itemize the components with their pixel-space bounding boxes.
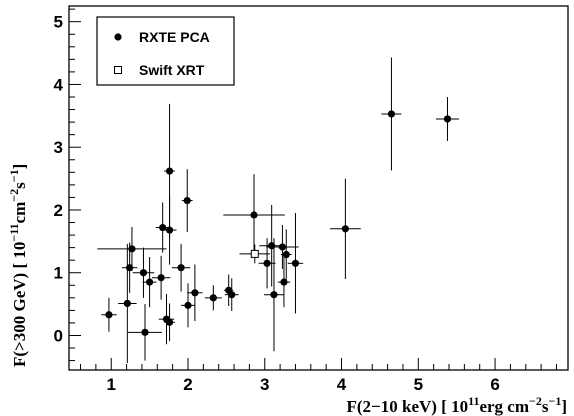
swift-xrt-point [239,244,271,264]
legend-marker-rxte [114,33,122,41]
x-tick-label: 2 [183,375,192,394]
y-tick-label: 5 [54,13,63,32]
y-tick-label: 2 [54,201,63,220]
rxte-pca-point [128,304,162,361]
rxte-pca-point [287,213,304,314]
circle-marker [184,301,192,309]
rxte-pca-point [266,225,299,269]
circle-marker [123,299,131,308]
circle-marker [443,115,452,123]
legend: RXTE PCA Swift XRT [96,16,235,86]
circle-marker [282,250,290,259]
rxte-pca-point [330,178,361,279]
circle-marker [139,269,148,277]
x-tick-label: 6 [490,375,499,394]
legend-label-swift: Swift XRT [139,62,205,78]
rxte-pca-point [118,243,137,364]
data-marks [97,57,459,364]
circle-marker [291,259,300,267]
rxte-pca-point [381,57,402,171]
rxte-pca-point [187,264,203,322]
circle-marker [278,243,287,251]
legend-marker-swift [114,66,122,74]
rxte-pca-point [162,195,177,265]
x-tick-label: 3 [260,375,269,394]
circle-marker [270,291,278,299]
circle-marker [228,291,236,299]
circle-marker [191,289,199,297]
circle-marker [280,278,288,286]
rxte-pca-point [181,169,193,232]
circle-marker [165,318,174,326]
circle-marker [341,225,349,233]
rxte-pca-point [204,285,222,311]
rxte-pca-point [164,303,175,342]
rxte-pca-point [97,226,167,271]
rxte-pca-point [280,229,292,280]
rxte-pca-point [181,283,195,328]
x-tick-label: 1 [106,375,115,394]
rxte-pca-point [435,97,459,141]
rxte-pca-point [263,238,284,352]
circle-marker [268,242,276,250]
rxte-pca-point [223,174,285,256]
square-marker [250,249,259,258]
plot-frame [68,5,569,371]
rxte-pca-point [101,297,117,332]
rxte-pca-point [142,257,157,308]
circle-marker [105,311,113,319]
x-tick-label: 5 [414,375,423,394]
rxte-pca-point [132,247,155,298]
rxte-pca-point [151,255,171,300]
circle-marker [250,211,258,219]
y-tick-label: 4 [54,75,64,94]
circle-marker [146,278,154,286]
legend-label-rxte: RXTE PCA [139,29,210,45]
y-tick-label: 0 [54,326,63,345]
circle-marker [141,328,149,336]
circle-marker [159,223,167,232]
y-tick-label: 3 [54,138,63,157]
circle-marker [209,294,217,302]
circle-marker [165,226,174,234]
circle-marker [183,196,191,205]
x-axis-ticks: 1 2 3 4 5 6 [80,358,557,394]
x-axis-title: F(2−10 keV) [ 1011erg cm−2s−1] [347,394,567,416]
rxte-pca-point [277,257,291,308]
circle-marker [387,110,396,118]
circle-marker [128,245,136,253]
circle-marker [263,259,271,267]
rxte-pca-point [171,243,191,292]
rxte-pca-point [158,294,175,345]
circle-marker [177,264,185,272]
y-axis-ticks: 0 1 2 3 4 5 [54,8,81,362]
circle-marker [157,274,165,282]
x-tick-label: 4 [337,375,347,394]
rxte-pca-point [224,278,239,312]
circle-marker [126,264,134,272]
circle-marker [165,167,174,175]
y-tick-label: 1 [54,264,63,283]
y-axis-title: F(>300 GeV) [ 10−11cm−2s−1] [7,164,29,367]
